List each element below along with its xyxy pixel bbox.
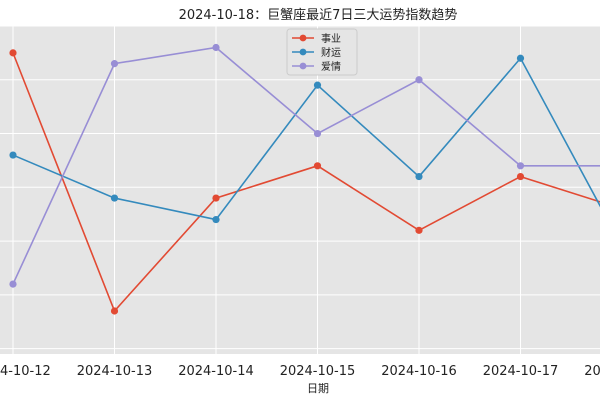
x-tick-label: 2024-10-13	[77, 364, 153, 379]
data-point	[415, 172, 423, 181]
data-point	[9, 151, 17, 159]
data-point	[516, 54, 525, 62]
x-tick-label: 2024-10-17	[483, 364, 559, 379]
legend-label: 财运	[321, 46, 341, 59]
data-point	[313, 81, 322, 89]
plot-area	[0, 26, 600, 354]
data-point	[110, 194, 119, 202]
data-point	[110, 60, 119, 68]
x-tick-label: 2024-10-12	[0, 364, 51, 379]
legend-marker	[299, 62, 307, 70]
x-tick-label: 2024-10-14	[178, 364, 254, 379]
legend-marker	[299, 34, 307, 42]
x-axis-label: 日期	[307, 382, 329, 395]
series-2	[9, 54, 600, 224]
legend-label: 爱情	[321, 60, 341, 73]
data-point	[110, 307, 119, 315]
data-point	[415, 226, 423, 234]
x-tick-labels: 2024-10-12 2024-10-13 2024-10-14 2024-10-15…	[0, 364, 600, 379]
data-point	[9, 280, 17, 288]
x-tick-label: 2024-10-18	[584, 364, 600, 379]
data-point	[9, 49, 17, 57]
chart-title: 2024-10-18：巨蟹座最近7日三大运势指数趋势	[179, 7, 458, 23]
data-point	[313, 162, 322, 170]
data-point	[313, 129, 322, 138]
legend-item: 爱情	[292, 60, 341, 73]
series-layer	[9, 43, 600, 315]
data-point	[516, 162, 525, 170]
legend-item: 财运	[292, 46, 341, 59]
data-point	[516, 172, 525, 181]
data-point	[212, 215, 220, 224]
series-1	[9, 49, 600, 315]
legend-label: 事业	[321, 32, 341, 45]
x-tick-label: 2024-10-16	[381, 364, 457, 379]
legend-item: 事业	[292, 32, 341, 45]
data-point	[415, 76, 423, 84]
data-point	[212, 43, 220, 52]
data-point	[212, 194, 220, 202]
legend-marker	[299, 48, 307, 56]
x-tick-label: 2024-10-15	[280, 364, 356, 379]
series-3	[9, 43, 600, 288]
